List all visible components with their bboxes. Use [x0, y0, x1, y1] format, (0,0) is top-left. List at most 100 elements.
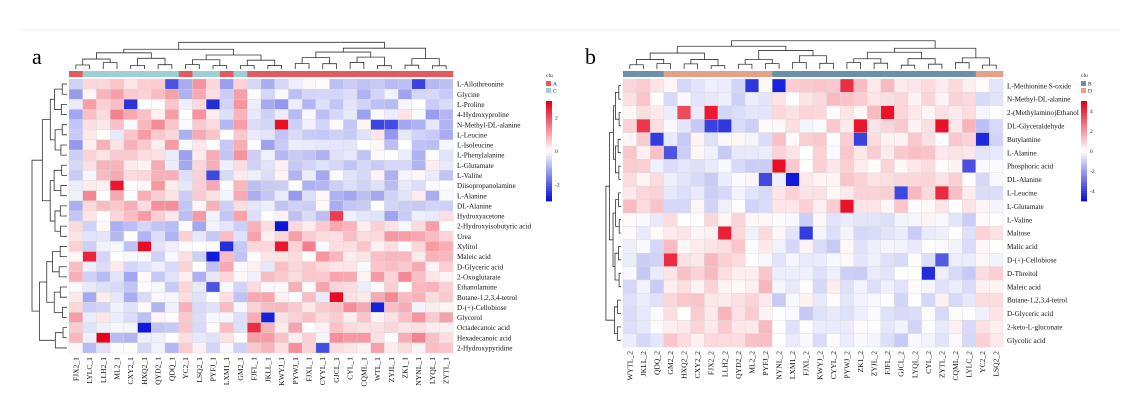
heatmap-cell — [799, 306, 814, 321]
heatmap-cell — [975, 279, 990, 294]
color-scale-segment — [1081, 171, 1087, 174]
heatmap-cell — [178, 312, 193, 323]
heatmap-cell — [109, 241, 125, 252]
heatmap-cell — [178, 332, 193, 344]
heatmap-cell — [948, 172, 963, 187]
heatmap-cell — [921, 172, 936, 187]
group-annotation-cell — [758, 71, 773, 77]
heatmap-cell — [247, 220, 262, 232]
heatmap-cell — [744, 226, 759, 240]
heatmap-cell — [233, 271, 248, 283]
dendrogram-branch — [212, 65, 228, 69]
heatmap-cell — [785, 253, 800, 267]
row-label: 2-Hydroxypyridine — [457, 345, 513, 353]
heatmap-cell — [894, 226, 909, 240]
heatmap-cell — [731, 279, 746, 294]
heatmap-cell — [288, 241, 303, 252]
heatmap-cell — [934, 239, 949, 254]
heatmap-cell — [758, 212, 773, 227]
group-annotation-cell — [315, 71, 330, 77]
heatmap-cell — [853, 105, 868, 120]
group-annotation-cell — [384, 71, 399, 77]
heatmap-cell — [744, 159, 759, 173]
heatmap-cell — [123, 149, 138, 161]
heatmap-cell — [164, 190, 179, 201]
color-scale-segment — [1081, 143, 1087, 147]
dendrogram-branch — [349, 62, 365, 69]
heatmap-cell — [260, 261, 275, 272]
heatmap-cell — [663, 159, 678, 173]
row-label: Diisopropanolamine — [457, 182, 516, 190]
heatmap-cell — [636, 92, 651, 106]
heatmap-cell — [867, 105, 882, 120]
heatmap-cell — [247, 190, 262, 201]
heatmap-cell — [425, 170, 440, 181]
heatmap-cell — [164, 210, 179, 222]
heatmap-cell — [329, 312, 344, 323]
heatmap-cell — [921, 159, 936, 173]
group-annotation-cell — [650, 71, 665, 77]
heatmap-cell — [880, 172, 895, 187]
heatmap-cell — [744, 92, 759, 106]
group-annotation-cell — [398, 71, 413, 77]
heatmap-cell — [260, 119, 275, 130]
heatmap-panel-a: aL-AllothreonineGlycineL-Proline4-Hydrox… — [31, 41, 560, 387]
heatmap-cell — [744, 320, 759, 334]
group-annotation-cell — [261, 71, 276, 77]
heatmap-cell — [744, 279, 759, 294]
heatmap-cell — [826, 293, 841, 307]
heatmap-cell — [178, 109, 193, 120]
heatmap-cell — [731, 159, 746, 173]
heatmap-cell — [826, 186, 841, 200]
heatmap-cell — [315, 342, 330, 354]
heatmap-cell — [274, 281, 289, 293]
color-scale-segment — [546, 198, 552, 202]
heatmap-cell — [425, 160, 440, 171]
heatmap-cell — [622, 119, 637, 133]
heatmap-cell — [772, 266, 787, 281]
heatmap-cell — [690, 266, 705, 281]
heatmap-cell — [137, 139, 152, 151]
color-scale-segment — [546, 106, 552, 109]
group-annotation-cell — [908, 71, 922, 77]
heatmap-cell — [649, 293, 664, 307]
heatmap-cell — [137, 200, 152, 212]
color-scale-segment — [1081, 133, 1087, 137]
heatmap-cell — [907, 320, 922, 334]
heatmap-cell — [772, 333, 787, 348]
color-scale-segment — [546, 133, 552, 137]
dendrogram-branch — [404, 64, 420, 69]
heatmap-cell — [82, 251, 97, 262]
heatmap-cell — [274, 231, 289, 242]
heatmap-cell — [151, 291, 166, 303]
heatmap-cell — [260, 88, 275, 100]
heatmap-cell — [785, 132, 800, 147]
heatmap-cell — [690, 105, 705, 120]
row-label: Glycolic acid — [1007, 337, 1046, 345]
group-legend-label: A — [553, 82, 557, 88]
group-annotation-cell — [975, 71, 990, 77]
heatmap-cell — [934, 78, 949, 93]
heatmap-cell — [164, 251, 179, 262]
heatmap-cell — [894, 105, 909, 120]
heatmap-cell — [636, 119, 651, 133]
heatmap-cell — [370, 231, 385, 242]
color-scale-segment — [1081, 173, 1087, 177]
heatmap-cell — [233, 231, 248, 242]
heatmap-cell — [68, 200, 83, 212]
color-scale-segment — [546, 181, 552, 184]
heatmap-cell — [96, 119, 111, 130]
heatmap-cell — [233, 129, 248, 141]
heatmap-cell — [233, 210, 248, 222]
group-annotation-cell — [302, 71, 317, 77]
heatmap-cell — [812, 279, 827, 294]
heatmap-cell — [301, 180, 317, 191]
heatmap-cell — [137, 99, 152, 110]
heatmap-cell — [233, 109, 248, 120]
heatmap-cell — [370, 291, 385, 303]
heatmap-cell — [343, 200, 358, 212]
color-scale-segment — [546, 171, 552, 174]
heatmap-cell — [247, 119, 262, 130]
heatmap-cell — [962, 105, 977, 120]
heatmap-cell — [785, 159, 800, 173]
